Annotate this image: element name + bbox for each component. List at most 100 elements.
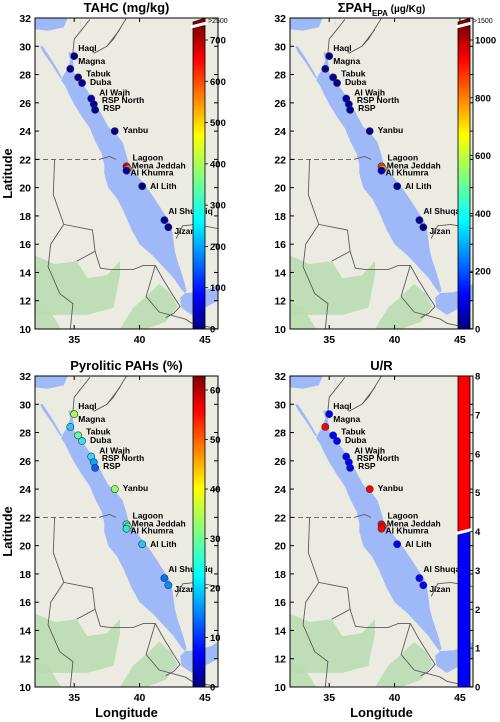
site-label: Lagoon	[388, 152, 419, 162]
colorbar-tick-label: 60	[210, 386, 221, 397]
site-marker[interactable]	[70, 410, 79, 419]
site-marker[interactable]	[419, 223, 428, 232]
site-label: Al Lith	[150, 539, 176, 549]
site-marker[interactable]	[346, 105, 355, 114]
site-marker[interactable]	[160, 574, 169, 583]
x-tick-label: 45	[454, 334, 466, 346]
colorbar-tick-label: 600	[210, 77, 226, 88]
site-marker[interactable]	[74, 431, 83, 440]
colorbar-tick-label: 30	[210, 534, 221, 545]
vegetation-area	[375, 641, 433, 687]
site-marker[interactable]	[415, 216, 424, 225]
site-marker[interactable]	[164, 581, 173, 590]
site-marker[interactable]	[122, 166, 131, 175]
site-marker[interactable]	[346, 463, 355, 472]
colorbar-gradient	[192, 25, 206, 330]
y-tick-label: 14	[19, 625, 31, 637]
y-tick-label: 24	[274, 484, 286, 496]
colorbar-high-segment	[457, 375, 471, 532]
y-tick-label: 14	[274, 267, 286, 279]
site-label: Al Khumra	[131, 526, 174, 536]
x-tick-label: 35	[323, 334, 335, 346]
y-tick-label: 16	[274, 239, 286, 251]
site-marker[interactable]	[70, 52, 79, 61]
site-marker[interactable]	[415, 574, 424, 583]
site-label: Jizan	[429, 584, 450, 594]
y-tick-label: 16	[19, 239, 31, 251]
site-marker[interactable]	[138, 540, 147, 549]
country-border	[400, 623, 473, 687]
site-label: Duba	[345, 435, 367, 445]
site-marker[interactable]	[122, 524, 131, 533]
site-marker[interactable]	[164, 223, 173, 232]
y-tick-label: 14	[274, 625, 286, 637]
colorbar-tick-label: 200	[475, 267, 491, 278]
site-label: Duba	[345, 77, 367, 87]
y-tick-label: 18	[274, 211, 286, 223]
y-tick-label: 20	[19, 541, 31, 553]
vegetation-area	[290, 661, 317, 687]
site-marker[interactable]	[329, 73, 338, 82]
site-marker[interactable]	[377, 166, 386, 175]
colorbar-tick-label: 500	[210, 118, 226, 129]
y-tick-label: 24	[274, 126, 286, 138]
vegetation-area	[120, 641, 178, 687]
site-label: RSP	[103, 461, 121, 471]
site-marker[interactable]	[365, 127, 374, 135]
site-marker[interactable]	[110, 485, 119, 493]
country-border	[331, 608, 351, 620]
y-tick-label: 20	[274, 541, 286, 553]
site-label: Yanbu	[378, 483, 404, 493]
site-marker[interactable]	[365, 485, 374, 493]
country-border	[47, 582, 74, 687]
site-marker[interactable]	[325, 410, 334, 419]
y-tick-label: 28	[19, 428, 31, 440]
site-marker[interactable]	[393, 540, 402, 549]
x-tick-label: 35	[68, 692, 80, 704]
site-label: Lagoon	[133, 152, 164, 162]
colorbar-tick-label: 0	[210, 325, 215, 336]
site-marker[interactable]	[66, 64, 75, 73]
colorbar-break	[190, 21, 208, 29]
colorbar-gradient	[192, 375, 206, 688]
water-body	[35, 376, 68, 389]
colorbar-tick-label: 1000	[475, 36, 496, 47]
site-marker[interactable]	[91, 463, 100, 472]
site-marker[interactable]	[160, 216, 169, 225]
site-label: Magna	[333, 414, 360, 424]
y-tick-label: 22	[274, 512, 286, 524]
site-marker[interactable]	[78, 437, 86, 445]
site-marker[interactable]	[393, 182, 402, 191]
site-marker[interactable]	[74, 73, 83, 82]
site-marker[interactable]	[325, 52, 334, 61]
colorbar-tick-label: 0	[475, 325, 480, 336]
site-label: Jizan	[429, 226, 450, 236]
water-body	[335, 20, 337, 30]
site-marker[interactable]	[78, 79, 86, 87]
site-marker[interactable]	[333, 79, 341, 87]
y-tick-label: 18	[274, 569, 286, 581]
colorbar-tick-label: 0	[475, 683, 480, 694]
site-marker[interactable]	[377, 524, 386, 533]
y-tick-label: 10	[19, 682, 31, 694]
site-marker[interactable]	[66, 422, 75, 431]
site-marker[interactable]	[333, 437, 341, 445]
site-marker[interactable]	[321, 64, 330, 73]
site-marker[interactable]	[321, 422, 330, 431]
country-border	[52, 159, 156, 271]
y-tick-label: 12	[19, 296, 31, 308]
site-label: Al Khumra	[386, 168, 429, 178]
panel-title: ΣPAHEPA (µg/Kg)	[338, 0, 426, 18]
site-marker[interactable]	[138, 182, 147, 191]
site-marker[interactable]	[419, 581, 428, 590]
country-border	[327, 19, 346, 54]
site-marker[interactable]	[110, 127, 119, 135]
colorbar-gradient	[457, 25, 471, 330]
site-label: RSP North	[357, 95, 399, 105]
site-marker[interactable]	[329, 431, 338, 440]
site-marker[interactable]	[91, 105, 100, 114]
